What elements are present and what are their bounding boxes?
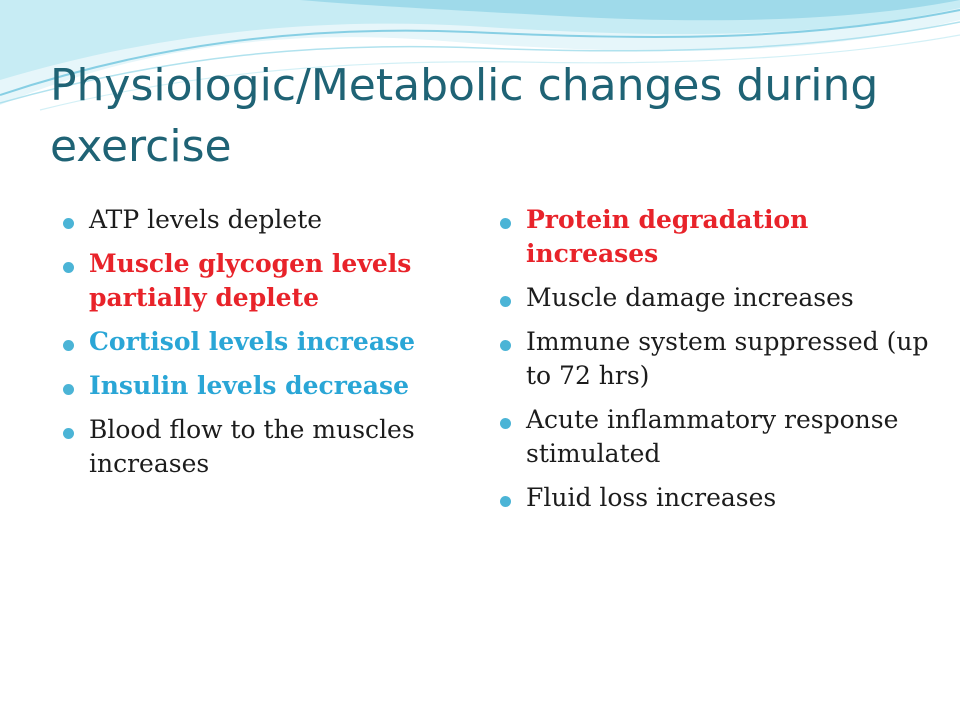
bullet-text: Acute inflammatory response stimulated [526,405,899,468]
bullet-text: Protein degradation increases [526,205,809,268]
bullet-icon [500,218,511,229]
bullet-text: ATP levels deplete [89,205,323,234]
bullet-text: Muscle damage increases [526,283,854,312]
bullet-icon [63,384,74,395]
bullet-icon [500,418,511,429]
bullet-text: Cortisol levels increase [89,327,416,356]
list-item: Immune system suppressed (up to 72 hrs) [500,325,930,393]
bullet-text: Fluid loss increases [526,483,777,512]
bullet-icon [500,296,511,307]
bullet-text: Immune system suppressed (up to 72 hrs) [526,327,929,390]
bullet-text: Blood flow to the muscles increases [89,415,415,478]
list-item: ATP levels deplete [63,203,473,237]
bullet-icon [63,340,74,351]
list-item: Muscle damage increases [500,281,930,315]
header-wave-decoration [0,0,960,111]
list-item: Insulin levels decrease [63,369,473,403]
bullet-text: Muscle glycogen levels partially deplete [89,249,412,312]
left-bullet-list: ATP levels deplete Muscle glycogen level… [63,203,473,491]
list-item: Fluid loss increases [500,481,930,515]
list-item: Cortisol levels increase [63,325,473,359]
slide-title: Physiologic/Metabolic changes during exe… [50,60,879,172]
list-item: Muscle glycogen levels partially deplete [63,247,473,315]
bullet-icon [63,218,74,229]
right-bullet-list: Protein degradation increases Muscle dam… [500,203,930,525]
bullet-icon [63,262,74,273]
bullet-icon [63,428,74,439]
bullet-text: Insulin levels decrease [89,371,409,400]
bullet-icon [500,340,511,351]
list-item: Protein degradation increases [500,203,930,271]
bullet-icon [500,496,511,507]
list-item: Blood flow to the muscles increases [63,413,473,481]
list-item: Acute inflammatory response stimulated [500,403,930,471]
